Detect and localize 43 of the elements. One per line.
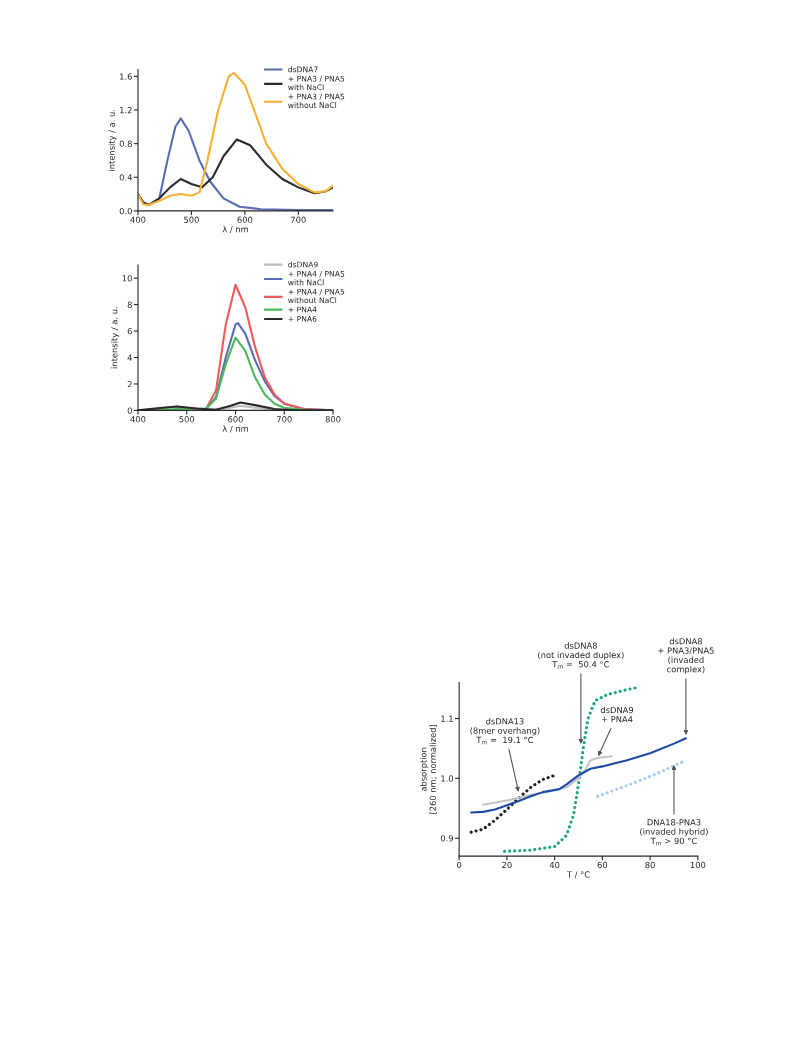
x-axis-title: λ / nm: [222, 225, 249, 234]
annotation: dsDNA13 (8mer overhang) T$_{m}$ = 19.1 °C: [470, 717, 540, 745]
x-tick-label: 800: [325, 416, 341, 423]
x-tick-label: 700: [291, 216, 306, 223]
annotation: dsDNA8 + PNA3/PNA5 (invaded complex): [658, 637, 714, 674]
x-tick-label: 20: [502, 861, 512, 869]
line-series: [470, 737, 687, 814]
x-tick-label: 80: [645, 861, 655, 869]
y-tick-label: 0.0: [119, 207, 132, 215]
y-tick-label: 1.1: [441, 715, 453, 722]
y-tick-label: 0.8: [119, 140, 132, 147]
x-tick-label: 60: [597, 861, 608, 869]
x-tick-label: 500: [179, 416, 195, 423]
y-tick-label: 1.6: [120, 73, 132, 80]
y-tick-label: 8: [127, 301, 132, 308]
x-tick-label: 400: [130, 416, 146, 423]
x-tick-label: 40: [549, 861, 560, 869]
line-series: [481, 755, 613, 806]
x-axis-title: T / °C: [566, 871, 590, 879]
annotation: dsDNA8 (not invaded duplex) T$_{m}$ = 50.4 °C: [538, 642, 624, 669]
line-series: [469, 773, 557, 834]
y-tick-label: 4: [127, 354, 132, 361]
x-tick-label: 600: [228, 416, 243, 423]
x-tick-label: 400: [130, 216, 146, 223]
y-tick-label: 1.2: [120, 106, 132, 114]
x-tick-label: 700: [277, 416, 292, 423]
y-axis-title: intensity / a. u.: [110, 307, 120, 369]
x-tick-label: 0: [457, 861, 462, 869]
y-tick-label: 2: [127, 380, 132, 388]
x-tick-label: 100: [690, 861, 706, 869]
x-axis-title: λ / nm: [222, 425, 249, 433]
x-tick-label: 600: [237, 216, 253, 223]
x-tick-label: 500: [184, 216, 199, 223]
y-axis-title: intensity / a. u.: [108, 109, 117, 171]
y-tick-label: 6: [127, 328, 132, 335]
y-tick-label: 0.4: [119, 174, 132, 181]
annotation: DNA18-PNA3 (invaded hybrid) T$_{m}$ > 90 °C: [640, 819, 708, 846]
y-tick-label: 0: [127, 407, 132, 414]
y-tick-label: 0.9: [440, 835, 454, 842]
y-tick-label: 1.0: [441, 775, 454, 782]
y-tick-label: 10: [122, 275, 132, 282]
annotation: dsDNA9 + PNA4: [600, 706, 634, 723]
y-axis-title: absorption [260 nm; normalized]: [420, 724, 437, 814]
